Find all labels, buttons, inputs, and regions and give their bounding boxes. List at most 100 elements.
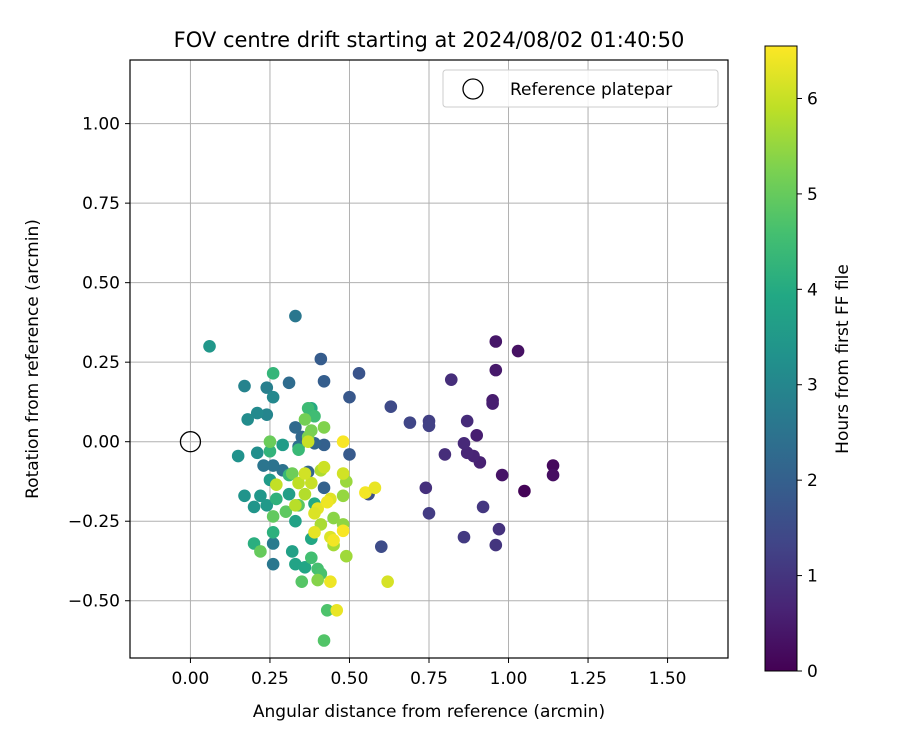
data-point [298, 561, 312, 574]
data-point [320, 603, 334, 617]
data-point [384, 400, 398, 414]
data-point [374, 540, 388, 553]
data-point [238, 489, 251, 503]
data-point [305, 551, 318, 565]
data-point [343, 448, 356, 461]
x-tick-label: 0.25 [251, 669, 289, 689]
data-point [260, 499, 274, 512]
data-point [311, 573, 324, 587]
data-point [460, 446, 474, 460]
data-point [308, 409, 321, 423]
data-point [247, 500, 261, 514]
data-point [444, 373, 458, 386]
y-tick-label: −0.50 [68, 592, 120, 612]
colorbar-tick-label: 5 [807, 185, 818, 205]
data-point [292, 443, 305, 456]
data-point [289, 557, 302, 571]
data-point [317, 421, 331, 434]
data-point [476, 500, 490, 514]
colorbar-tick-label: 0 [807, 662, 818, 682]
y-tick-label: 0.50 [82, 274, 120, 294]
colorbar-tick-label: 6 [807, 89, 818, 109]
data-point [336, 489, 350, 503]
data-point [352, 367, 366, 380]
data-point [263, 435, 277, 449]
colorbar-label: Hours from first FF file [833, 264, 853, 454]
data-point [266, 537, 280, 550]
data-point [546, 459, 560, 472]
data-point [250, 446, 264, 460]
y-axis-label: Rotation from reference (arcmin) [23, 219, 43, 499]
data-point [317, 438, 331, 452]
data-point [289, 309, 302, 323]
colorbar-ticks: 0 1 2 3 4 5 6 [797, 89, 818, 682]
x-ticks: 0.00 0.25 0.50 0.75 1.00 1.25 1.50 [172, 658, 686, 689]
data-point [317, 460, 331, 474]
data-point [266, 459, 280, 472]
data-point [489, 363, 503, 377]
y-ticks: −0.50 −0.25 0.00 0.25 0.50 0.75 1.00 [68, 115, 130, 612]
y-tick-label: 1.00 [82, 115, 120, 135]
data-point [419, 481, 433, 495]
data-point [241, 413, 254, 426]
data-points [203, 309, 560, 647]
data-point [336, 524, 350, 538]
data-point [336, 435, 350, 449]
data-point [330, 603, 344, 617]
data-point [438, 448, 452, 461]
data-point [339, 549, 353, 563]
data-point [276, 438, 289, 452]
colorbar-tick-label: 2 [807, 471, 818, 491]
data-point [285, 545, 299, 558]
legend-open-circle-icon [462, 78, 484, 100]
x-tick-label: 0.00 [172, 669, 210, 689]
x-tick-label: 0.75 [410, 669, 448, 689]
x-axis-label: Angular distance from reference (arcmin) [253, 702, 605, 722]
data-point [359, 486, 372, 499]
data-point [298, 467, 312, 480]
data-point [422, 419, 436, 433]
data-point [489, 538, 503, 552]
data-point [317, 481, 331, 495]
y-tick-label: 0.75 [82, 194, 120, 214]
data-point [266, 557, 280, 571]
data-point [231, 449, 245, 463]
data-point [254, 489, 267, 503]
data-point [266, 367, 280, 380]
data-point [254, 545, 267, 558]
data-point [238, 379, 251, 393]
legend-box [442, 69, 719, 108]
colorbar-tick-label: 4 [807, 280, 818, 300]
data-point [336, 467, 350, 480]
data-point [314, 352, 328, 366]
x-tick-label: 0.50 [331, 669, 369, 689]
data-point [546, 468, 560, 482]
data-point [327, 534, 340, 547]
data-point [270, 478, 283, 491]
data-point [263, 444, 277, 458]
data-point [317, 634, 331, 647]
data-point [381, 575, 394, 588]
data-point [308, 506, 321, 520]
data-point [308, 526, 321, 539]
data-point [282, 376, 296, 390]
data-point [470, 429, 484, 442]
data-point [495, 468, 509, 482]
data-point [295, 575, 309, 588]
data-point [292, 476, 305, 490]
data-point [298, 487, 312, 501]
data-point [317, 374, 331, 388]
data-point [266, 390, 280, 404]
data-point [260, 381, 274, 394]
legend-label: Reference platepar [510, 80, 672, 100]
data-point [260, 408, 274, 421]
data-point [403, 416, 417, 429]
y-tick-label: −0.25 [68, 512, 120, 532]
data-point [324, 575, 337, 588]
data-point [511, 344, 525, 358]
data-point [489, 335, 503, 348]
data-point [368, 481, 382, 495]
x-tick-label: 1.25 [569, 669, 607, 689]
data-point [327, 511, 340, 525]
